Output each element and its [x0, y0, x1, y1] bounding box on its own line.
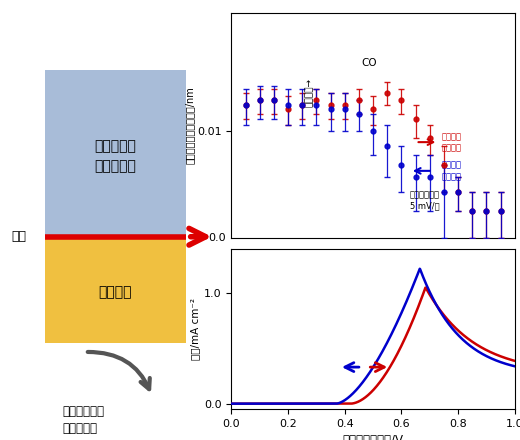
Text: 界面: 界面 [11, 230, 26, 243]
Text: 白金電極: 白金電極 [98, 286, 132, 300]
Text: 0.0: 0.0 [208, 233, 226, 242]
Text: 縦の方向→: 縦の方向→ [305, 78, 314, 107]
Bar [45, 70, 186, 238]
Y-axis label: 電流/mA cm⁻²: 電流/mA cm⁻² [190, 298, 200, 360]
Text: メタノール
電解質溶液: メタノール 電解質溶液 [94, 139, 136, 173]
Bar [45, 238, 186, 343]
Text: 正方向の
電位走査: 正方向の 電位走査 [441, 132, 461, 152]
Y-axis label: 白金表面原子層の変位/nm: 白金表面原子層の変位/nm [184, 87, 194, 164]
Text: 電気化学反応
に伴う電流: 電気化学反応 に伴う電流 [62, 405, 105, 435]
Text: CO: CO [362, 59, 378, 69]
Text: 電位走査速度
5 mV/秒: 電位走査速度 5 mV/秒 [410, 191, 440, 211]
Text: 負方向の
電位走査: 負方向の 電位走査 [441, 161, 461, 181]
X-axis label: 白金電極の電位/V: 白金電極の電位/V [343, 434, 404, 440]
